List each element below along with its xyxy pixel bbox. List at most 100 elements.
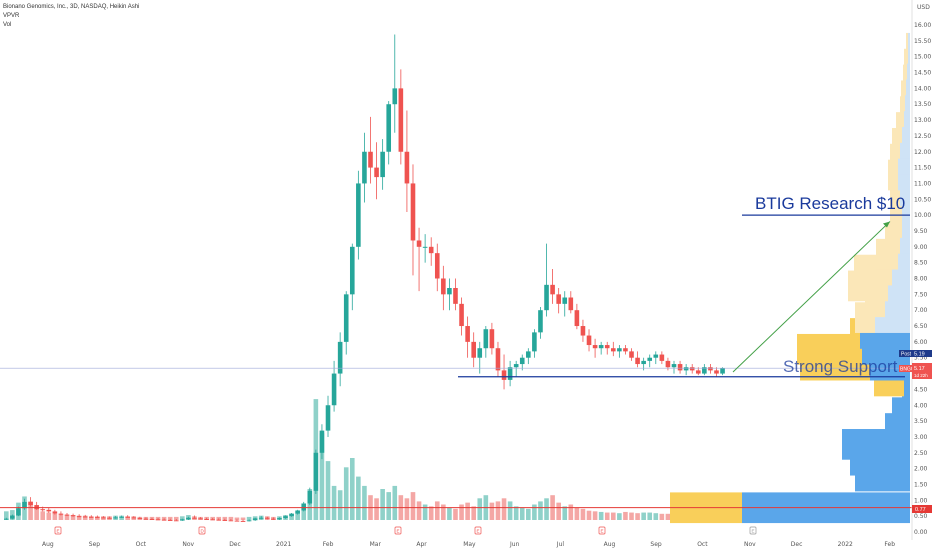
volume-bar bbox=[58, 514, 64, 520]
vp-row-down bbox=[900, 223, 910, 254]
x-tick-label: Dec bbox=[791, 541, 803, 548]
event-label: D bbox=[201, 529, 205, 534]
event-label: E bbox=[397, 529, 400, 534]
indicator-vpvr[interactable]: VPVR bbox=[3, 13, 20, 19]
y-tick-label: 7.50 bbox=[914, 291, 928, 298]
candle-body bbox=[665, 360, 671, 368]
volume-bar bbox=[70, 515, 76, 520]
volume-bar bbox=[404, 498, 410, 520]
candle-body bbox=[131, 517, 137, 519]
candle-body bbox=[167, 519, 173, 521]
volume-bar bbox=[52, 513, 58, 520]
candle-body bbox=[422, 246, 428, 248]
candle-body bbox=[598, 345, 604, 349]
candle-body bbox=[714, 370, 719, 374]
candle-body bbox=[101, 517, 106, 519]
candle-body bbox=[198, 518, 203, 520]
candle-body bbox=[459, 303, 464, 327]
volume-bar bbox=[623, 511, 628, 520]
volume-bar bbox=[428, 506, 434, 520]
volume-bar bbox=[501, 498, 507, 520]
y-tick-label: 3.50 bbox=[914, 418, 928, 425]
post-tag-label: Post bbox=[901, 352, 912, 358]
x-tick-label: 2021 bbox=[276, 541, 291, 548]
candle-body bbox=[70, 515, 76, 517]
volume-bar bbox=[392, 485, 398, 520]
volume-bars bbox=[4, 399, 725, 520]
candle-body bbox=[556, 294, 561, 304]
event-box bbox=[474, 526, 482, 535]
price-axis[interactable]: 16.00 15.50 15.00 14.50 14.00 13.50 13.00 12.50… bbox=[914, 22, 931, 536]
volume-bar bbox=[586, 510, 592, 520]
y-tick-label: 15.00 bbox=[914, 54, 931, 61]
candle-body bbox=[143, 518, 149, 520]
candle-body bbox=[325, 405, 331, 431]
volume-bar bbox=[374, 498, 379, 520]
x-tick-label: Jun bbox=[509, 541, 520, 548]
volume-bar bbox=[538, 501, 543, 520]
volume-bar bbox=[4, 511, 9, 520]
volume-bar bbox=[580, 508, 586, 520]
candle-body bbox=[623, 348, 628, 352]
volume-bar bbox=[173, 516, 179, 520]
candle-body bbox=[441, 278, 446, 295]
candle-body bbox=[40, 509, 46, 511]
strong-support-annotation[interactable]: Strong Support bbox=[783, 357, 898, 376]
x-tick-label: Feb bbox=[323, 541, 334, 548]
ticker-tag bbox=[899, 365, 912, 372]
candle-body bbox=[641, 360, 646, 365]
candle-body bbox=[271, 518, 276, 520]
candle-body bbox=[277, 518, 282, 520]
time-axis[interactable]: Aug Sep Oct Nov Dec 2021 Feb Mar Apr May Jun Jul Aug… bbox=[42, 541, 895, 548]
candle-body bbox=[161, 519, 167, 521]
volume-bar bbox=[180, 516, 185, 520]
candle-body bbox=[398, 88, 404, 152]
volume-bar bbox=[598, 511, 604, 520]
y-tick-label: 5.50 bbox=[914, 355, 928, 362]
candle-body bbox=[410, 183, 416, 241]
event-box bbox=[54, 526, 62, 535]
indicator-volume[interactable]: Vol bbox=[3, 22, 12, 28]
candle-body bbox=[265, 517, 270, 519]
candle-body bbox=[374, 167, 379, 178]
event-marker: D bbox=[198, 526, 206, 535]
vp-row-up bbox=[906, 32, 908, 64]
btig-target-annotation[interactable]: BTIG Research $10 bbox=[755, 194, 905, 213]
volume-bar bbox=[234, 517, 240, 520]
x-tick-label: Nov bbox=[744, 541, 756, 548]
volume-bar bbox=[386, 492, 392, 520]
volume-bar bbox=[95, 516, 100, 520]
candle-body bbox=[362, 151, 367, 184]
vp-row-up bbox=[888, 159, 898, 191]
candle-body bbox=[289, 513, 294, 517]
candle-body bbox=[252, 518, 258, 521]
vp-row-up bbox=[903, 64, 906, 96]
volume-bar bbox=[362, 485, 367, 520]
event-box bbox=[394, 526, 402, 535]
volume-bar bbox=[459, 504, 464, 520]
x-tick-label: Oct bbox=[136, 541, 147, 548]
volume-bar bbox=[471, 506, 476, 520]
event-marker: E bbox=[54, 526, 62, 535]
candle-body bbox=[204, 519, 209, 521]
vp-row-down bbox=[902, 207, 910, 238]
x-tick-label: 2022 bbox=[838, 541, 853, 548]
volume-bar bbox=[465, 502, 470, 520]
candle-body bbox=[507, 367, 513, 380]
red-level-tag bbox=[912, 505, 932, 513]
y-tick-label: 4.50 bbox=[914, 386, 928, 393]
y-tick-label: 2.00 bbox=[914, 466, 928, 473]
candle-body bbox=[356, 183, 361, 247]
candle-body bbox=[574, 310, 580, 327]
vp-row-down bbox=[907, 48, 910, 80]
y-tick-label: 15.50 bbox=[914, 38, 931, 45]
volume-bar bbox=[434, 501, 440, 520]
volume-bar bbox=[76, 515, 82, 520]
y-tick-label: 0.00 bbox=[914, 529, 928, 536]
candle-body bbox=[349, 246, 355, 295]
projection-arrow bbox=[732, 221, 891, 373]
candle-body bbox=[592, 345, 598, 349]
candle-body bbox=[125, 516, 130, 518]
